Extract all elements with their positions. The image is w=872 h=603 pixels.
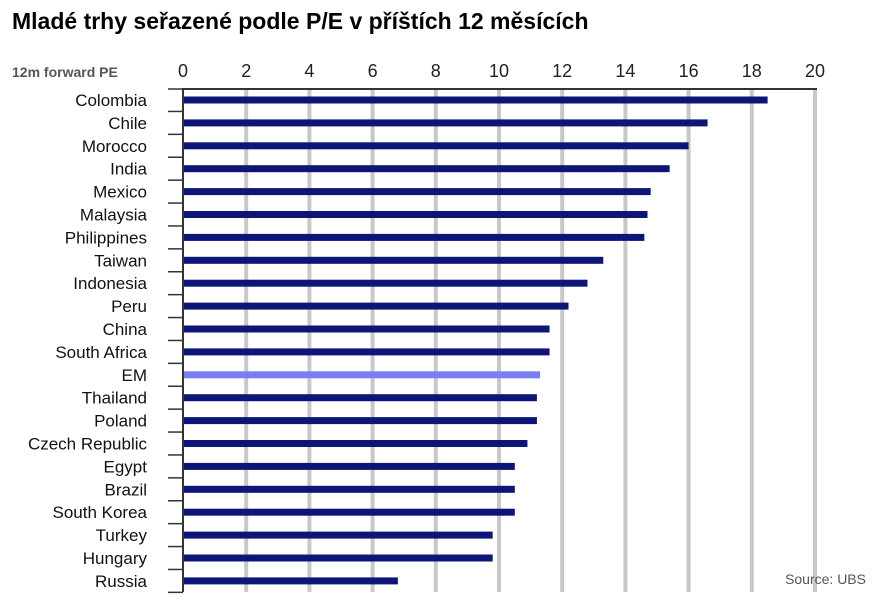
bar-taiwan [183,256,604,264]
category-label-morocco: Morocco [82,137,147,156]
chart-title: Mladé trhy seřazené podle P/E v příštích… [12,8,589,34]
bar-thailand [183,394,537,402]
category-label-poland: Poland [94,412,147,431]
category-label-turkey: Turkey [96,526,148,545]
bar-hungary [183,554,493,562]
source-note: Source: UBS [785,571,866,587]
bar-brazil [183,485,515,493]
x-tick-20: 20 [805,61,825,81]
category-label-czech-republic: Czech Republic [28,435,148,454]
x-tick-16: 16 [679,61,699,81]
x-tick-12: 12 [552,61,572,81]
gridlines [244,88,817,592]
bar-india [183,165,670,173]
bar-morocco [183,142,689,150]
category-labels: Colombia Chile Morocco India Mexico Malaysia P… [28,91,148,591]
bar-malaysia [183,211,648,218]
category-label-philippines: Philippines [65,228,147,247]
bar-russia [183,577,398,585]
bars [183,96,768,585]
x-axis-label: 12m forward PE [12,64,118,80]
category-label-south-africa: South Africa [55,343,147,362]
bar-indonesia [183,279,588,287]
bar-turkey [183,531,493,539]
bar-egypt [183,462,515,470]
category-label-egypt: Egypt [104,457,148,476]
y-axis [168,88,817,594]
bar-colombia [183,96,768,104]
bar-poland [183,417,537,425]
bar-mexico [183,188,651,196]
x-tick-0: 0 [178,61,188,81]
category-label-hungary: Hungary [83,549,148,568]
x-tick-2: 2 [241,61,251,81]
x-tick-4: 4 [304,61,314,81]
category-label-brazil: Brazil [104,480,147,499]
x-tick-18: 18 [742,61,762,81]
bar-peru [183,302,569,310]
category-label-peru: Peru [111,297,147,316]
x-tick-6: 6 [368,61,378,81]
x-tick-14: 14 [615,61,635,81]
x-tick-10: 10 [489,61,509,81]
category-label-em: EM [122,366,148,385]
category-label-taiwan: Taiwan [94,251,147,270]
x-tick-labels: 0 2 4 6 8 10 12 14 16 18 20 [178,61,825,81]
bar-south-africa [183,348,550,356]
category-label-colombia: Colombia [75,91,147,110]
category-label-chile: Chile [108,114,147,133]
category-label-malaysia: Malaysia [80,206,148,225]
bar-philippines [183,233,645,241]
category-label-russia: Russia [95,572,148,591]
category-label-indonesia: Indonesia [73,274,147,293]
x-tick-8: 8 [431,61,441,81]
category-label-mexico: Mexico [93,183,147,202]
bar-czech-republic [183,440,528,447]
bar-south-korea [183,508,515,516]
category-label-south-korea: South Korea [52,503,147,522]
bar-em [183,371,541,379]
category-label-thailand: Thailand [82,389,147,408]
bar-china [183,325,550,333]
category-label-india: India [110,160,147,179]
category-label-china: China [103,320,148,339]
bar-chile [183,119,708,127]
